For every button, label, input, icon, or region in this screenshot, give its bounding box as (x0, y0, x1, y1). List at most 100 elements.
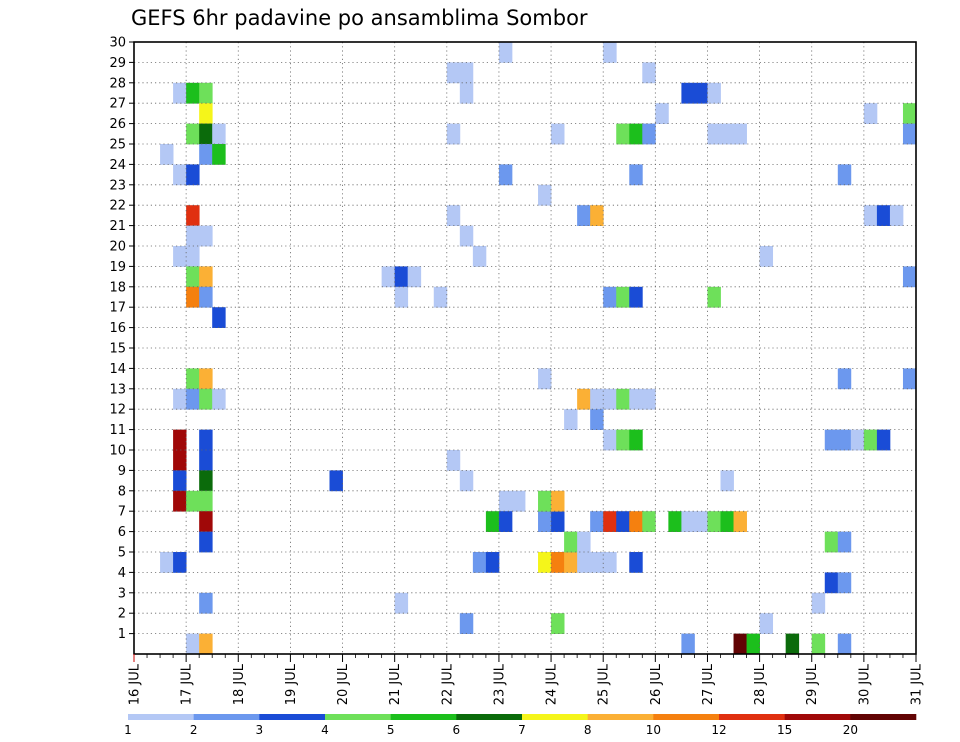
y-tick-label: 20 (109, 240, 126, 255)
precip-cell (538, 490, 552, 512)
precip-cell (407, 266, 422, 288)
legend-swatch (325, 714, 391, 720)
precip-cell (876, 205, 891, 226)
precip-cell (186, 490, 200, 512)
precip-cell (759, 246, 774, 267)
precip-cell (629, 388, 643, 410)
precip-cell (616, 286, 630, 308)
x-tick-label: 25 JUL (597, 663, 612, 705)
legend-label: 4 (321, 723, 329, 737)
precip-cell (381, 266, 396, 288)
x-tick-label: 30 JUL (857, 663, 872, 705)
precip-cell (590, 511, 604, 532)
precip-cell (720, 470, 734, 492)
precip-cell (551, 490, 565, 512)
precip-cell (459, 62, 474, 84)
legend-swatch (128, 714, 194, 720)
precip-cell (173, 552, 187, 573)
precip-cell (811, 633, 826, 655)
x-tick-label: 19 JUL (284, 663, 299, 705)
precip-cell (577, 205, 591, 226)
y-tick-label: 16 (109, 321, 126, 336)
precip-cell (186, 246, 200, 267)
precip-cell (681, 82, 695, 104)
precip-cell (446, 450, 461, 471)
y-tick-label: 29 (109, 56, 126, 71)
precip-cell (837, 572, 852, 594)
precip-cell (629, 511, 643, 532)
y-tick-label: 22 (109, 199, 126, 214)
precip-cell (902, 103, 917, 124)
precip-cell (577, 531, 591, 553)
precip-cell (199, 144, 213, 165)
y-tick-label: 19 (109, 260, 126, 275)
y-tick-label: 13 (109, 382, 126, 397)
precip-cell (173, 164, 187, 186)
precip-cell (446, 62, 461, 84)
precip-cell (681, 633, 695, 655)
precip-cell (199, 470, 213, 492)
y-tick-label: 4 (118, 566, 126, 581)
precip-cell (603, 429, 617, 451)
precip-cell (707, 82, 721, 104)
precip-cell (199, 511, 213, 532)
precip-cell (733, 123, 747, 145)
precip-cell (902, 266, 917, 288)
legend-label: 1 (124, 723, 132, 737)
precip-cell (850, 429, 865, 451)
precip-cell (707, 123, 721, 145)
x-tick-label: 20 JUL (336, 663, 351, 705)
y-tick-label: 3 (118, 586, 126, 601)
y-tick-label: 18 (109, 280, 126, 295)
precip-cell (811, 592, 826, 614)
precip-cell (199, 450, 213, 471)
legend-label: 10 (646, 723, 661, 737)
precip-cell (498, 42, 513, 63)
precip-cell (212, 307, 226, 328)
precip-cell (616, 511, 630, 532)
precip-cell (498, 164, 513, 186)
precip-cell (446, 123, 461, 145)
precip-cell (186, 633, 200, 655)
precip-cell (199, 388, 213, 410)
x-tick-label: 18 JUL (232, 663, 247, 705)
x-tick-label: 31 JUL (910, 663, 925, 705)
precip-cell (186, 368, 200, 390)
y-tick-label: 6 (118, 525, 126, 540)
precip-cell (616, 388, 630, 410)
precip-cell (577, 552, 591, 573)
precip-cell (889, 205, 904, 226)
precip-cell (837, 633, 852, 655)
precip-cell (160, 552, 174, 573)
precip-cell (642, 388, 656, 410)
legend-swatch (587, 714, 654, 720)
legend-label: 8 (584, 723, 592, 737)
legend-swatch (259, 714, 326, 720)
precip-cell (590, 205, 604, 226)
legend-label: 6 (453, 723, 461, 737)
precip-cell (733, 633, 747, 655)
precip-cell (199, 592, 213, 614)
y-tick-label: 9 (118, 464, 126, 479)
precip-cell (459, 613, 474, 634)
precip-cell (616, 123, 630, 145)
precip-cell (707, 286, 721, 308)
y-tick-label: 1 (118, 627, 126, 642)
precip-cell (498, 490, 513, 512)
precip-cell (733, 511, 747, 532)
precip-cell (603, 286, 617, 308)
precip-cell (173, 388, 187, 410)
precip-cell (824, 531, 839, 553)
precip-cell (199, 123, 213, 145)
precip-cell (863, 429, 878, 451)
legend-swatch (456, 714, 523, 720)
y-tick-label: 27 (109, 97, 126, 112)
y-tick-label: 14 (109, 362, 126, 377)
precip-cell (186, 388, 200, 410)
legend-label: 12 (711, 723, 726, 737)
x-tick-label: 16 JUL (128, 663, 143, 705)
precip-cell (173, 429, 187, 451)
precip-cell (551, 552, 565, 573)
y-tick-label: 12 (109, 403, 126, 418)
